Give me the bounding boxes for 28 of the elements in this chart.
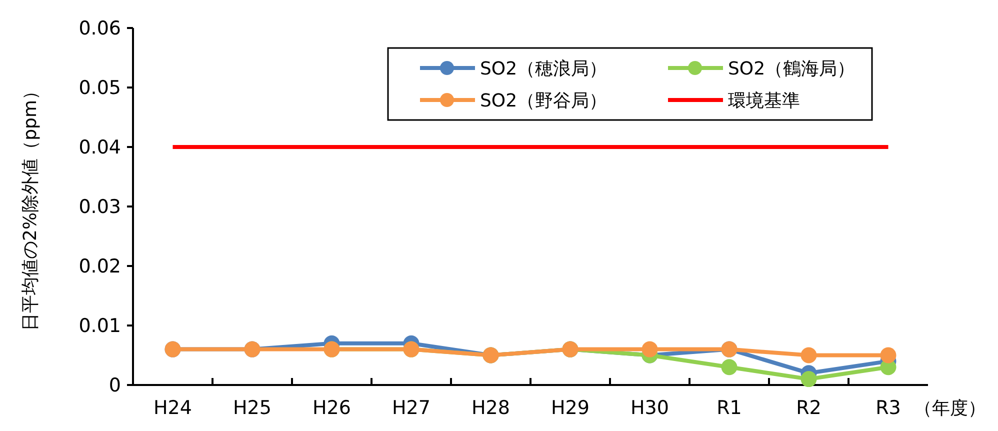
x-axis-title: （年度） [914, 398, 986, 419]
x-tick-label: H27 [392, 397, 430, 419]
legend-label: SO2（鶴海局） [728, 58, 856, 80]
y-tick-label: 0 [108, 374, 121, 397]
point [800, 347, 817, 364]
y-tick-label: 0.03 [78, 196, 121, 218]
point [642, 341, 658, 358]
point [721, 359, 738, 376]
x-tick-label: H26 [312, 397, 351, 419]
y-axis-title: 日平均値の2%除外値（ppm） [20, 82, 41, 331]
x-tick-label: R3 [876, 397, 901, 419]
x-tick-label: H28 [472, 397, 510, 419]
x-tick-label: H30 [630, 397, 669, 419]
x-tick-label: R2 [796, 397, 822, 419]
y-tick-label: 0.04 [78, 136, 121, 159]
legend-label: SO2（野谷局） [480, 90, 608, 112]
x-tick-label: H24 [154, 397, 192, 419]
y-tick-label: 0.06 [78, 18, 121, 40]
x-tick-label: R1 [716, 397, 742, 419]
point [800, 371, 817, 388]
x-tick-label: H29 [551, 397, 590, 419]
x-tick-label: H25 [233, 397, 272, 419]
legend-label: 環境基準 [728, 90, 800, 112]
point [880, 347, 896, 364]
legend-label: SO2（穂浪局） [480, 58, 608, 80]
y-tick-label: 0.05 [78, 77, 121, 100]
y-tick-label: 0.02 [78, 256, 121, 278]
y-tick-label: 0.01 [78, 315, 121, 338]
